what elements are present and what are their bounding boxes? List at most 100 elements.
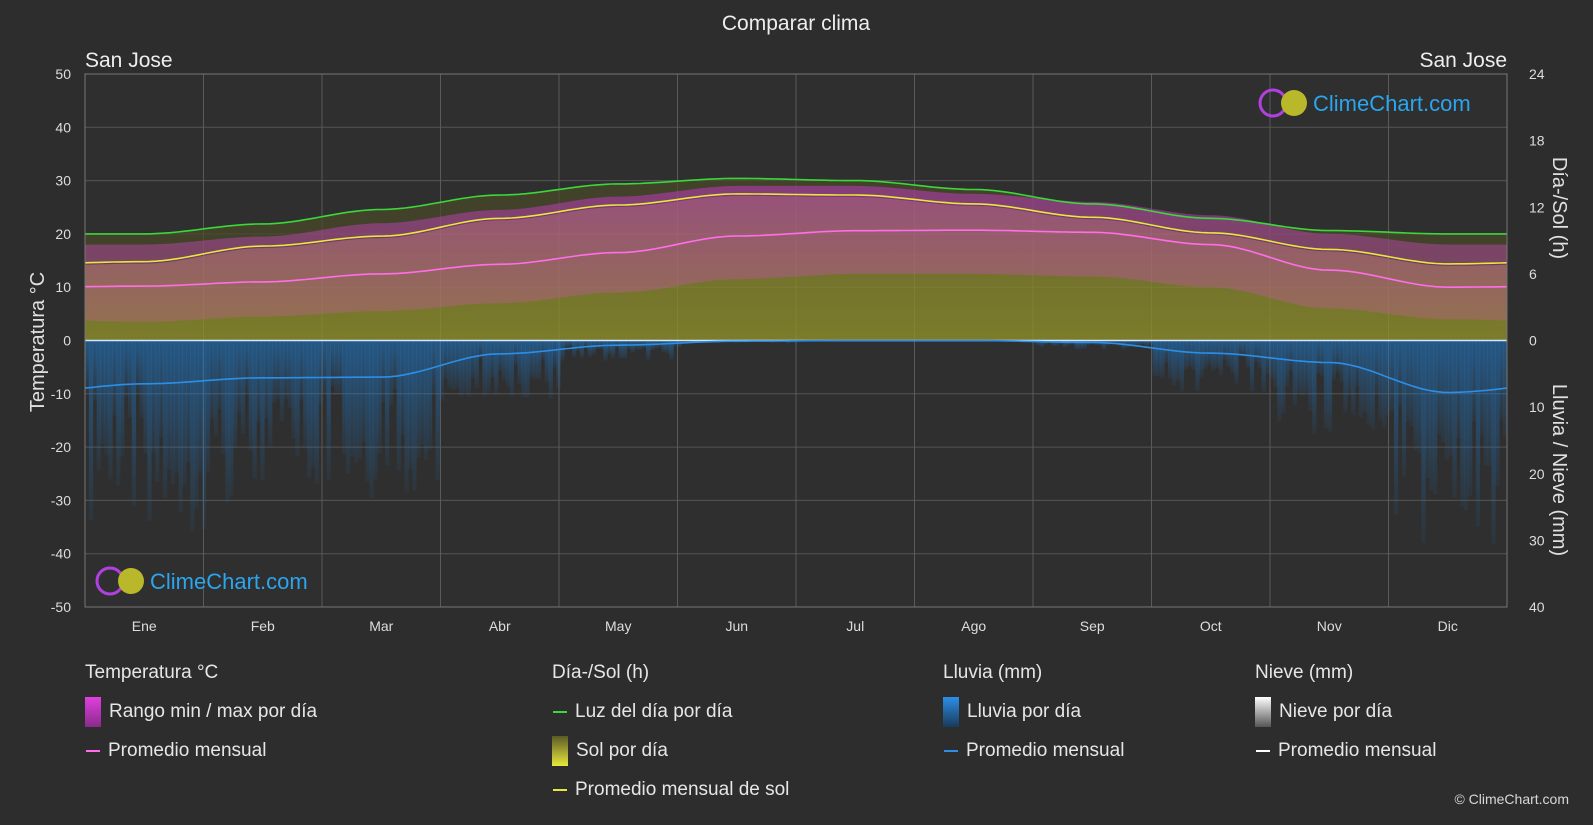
- rain-day-bar: [287, 340, 292, 408]
- rain-day-bar: [595, 340, 600, 349]
- watermark-logo-bottom: ClimeChart.com: [95, 566, 308, 596]
- rain-day-bar: [1175, 340, 1181, 381]
- rain-day-bar: [618, 340, 624, 359]
- rain-day-bar: [575, 340, 581, 351]
- rain-day-bar: [388, 340, 394, 407]
- legend-item-temp-range: Rango min / max por día: [85, 692, 317, 731]
- watermark-text-bottom: ClimeChart.com: [150, 569, 308, 594]
- rain-day-bar: [252, 340, 257, 479]
- rain-day-bar: [548, 340, 553, 399]
- rain-day-bar: [1210, 340, 1216, 371]
- rain-day-bar: [1195, 340, 1200, 392]
- rain-day-bar: [174, 340, 179, 473]
- rain-day-bar: [1214, 340, 1220, 369]
- rain-day-bar: [381, 340, 386, 403]
- legend-label: Rango min / max por día: [109, 700, 318, 722]
- rain-day-bar: [279, 340, 285, 422]
- left-axis-label: Temperatura °C: [27, 272, 49, 412]
- rain-day-bar: [1413, 340, 1418, 451]
- month-label: Nov: [1317, 618, 1342, 634]
- rain-day-bar: [1483, 340, 1488, 466]
- month-label: Sep: [1080, 618, 1105, 634]
- rain-day-bar: [497, 340, 503, 372]
- rain-day-bar: [1039, 340, 1044, 348]
- rain-day-bar: [564, 340, 569, 348]
- legend-label: Promedio mensual de sol: [575, 778, 790, 800]
- rain-day-bar: [100, 340, 105, 445]
- rain-day-bar: [353, 340, 359, 464]
- rain-day-bar: [501, 340, 507, 381]
- rain-day-bar: [1394, 340, 1399, 515]
- rain-day-bar: [307, 340, 312, 478]
- rain-day-bar: [1183, 340, 1188, 370]
- rain-day-bar: [194, 340, 199, 509]
- left-tick-label: 40: [55, 119, 71, 135]
- rain-day-bar: [338, 340, 343, 394]
- rain-day-bar: [264, 340, 269, 420]
- rain-day-bar: [1323, 340, 1329, 429]
- rain-day-bar: [1460, 340, 1465, 507]
- rain-day-bar: [361, 340, 366, 443]
- legend-title-sun: Día-/Sol (h): [552, 662, 650, 683]
- rain-day-bar: [486, 340, 491, 393]
- rain-day-bar: [560, 340, 565, 361]
- left-tick-label: 50: [55, 66, 71, 82]
- rain-day-bar: [794, 340, 799, 343]
- location-left: San Jose: [85, 49, 173, 72]
- rain-day-bar: [1479, 340, 1485, 436]
- right-tick-label-mm: 10: [1529, 399, 1545, 415]
- right-axis-label-bottom: Lluvia / Nieve (mm): [1548, 384, 1570, 556]
- right-axis-label-top: Día-/Sol (h): [1548, 157, 1570, 259]
- rain-day-bar: [1343, 340, 1348, 413]
- rain-day-bar: [649, 340, 655, 351]
- rain-day-bar: [630, 340, 635, 353]
- rain-day-bar: [540, 340, 546, 361]
- rain-swatch: [943, 696, 959, 727]
- rain-day-bar: [1444, 340, 1449, 461]
- temp-range-swatch: [85, 696, 101, 727]
- rain-day-bar: [392, 340, 398, 390]
- rain-day-bar: [681, 340, 686, 343]
- rain-day-bar: [1245, 340, 1251, 368]
- rain-day-bar: [92, 340, 98, 401]
- rain-day-bar: [1475, 340, 1481, 527]
- rain-day-bar: [684, 340, 690, 343]
- rain-day-bar: [536, 340, 542, 380]
- rain-day-bar: [1495, 340, 1500, 486]
- rain-day-bar: [1374, 340, 1379, 395]
- rain-day-bar: [1471, 340, 1477, 422]
- rain-day-bar: [1292, 340, 1298, 406]
- rain-day-bar: [1308, 340, 1313, 412]
- rain-day-bar: [1148, 340, 1153, 345]
- daylight-line: [85, 177, 1507, 235]
- temperature-avg-line: [84, 229, 1508, 288]
- legend-item-temp-avg: Promedio mensual: [85, 731, 317, 770]
- rain-day-bar: [1421, 340, 1426, 543]
- rain-day-bar: [1401, 340, 1407, 477]
- rain-day-bar: [1078, 340, 1083, 350]
- rain-day-bar: [404, 340, 409, 492]
- daylight-swatch: [553, 710, 567, 713]
- left-tick-label: 10: [55, 279, 71, 295]
- rain-day-bar: [186, 340, 191, 463]
- legend-label: Sol por día: [576, 739, 668, 761]
- right-tick-label-hours: 18: [1529, 133, 1545, 149]
- rain-day-bar: [521, 340, 526, 398]
- left-tick-label: -20: [51, 439, 71, 455]
- rain-day-bar: [1370, 340, 1375, 430]
- rain-day-bar: [135, 340, 140, 394]
- rain-day-bar: [1397, 340, 1403, 407]
- rain-day-bar: [408, 340, 413, 470]
- rain-day-bar: [248, 340, 253, 451]
- right-tick-label-hours: 12: [1529, 199, 1545, 215]
- rain-day-bar: [1448, 340, 1453, 456]
- temperature-range-band: [85, 185, 1507, 322]
- rain-day-bar: [610, 340, 616, 359]
- rain-day-bar: [607, 340, 612, 355]
- sun-avg-swatch: [553, 788, 567, 791]
- rain-day-bar: [571, 340, 577, 358]
- rain-day-bar: [260, 340, 265, 481]
- legend-item-rain: Lluvia por día: [943, 692, 1124, 731]
- rain-day-bar: [116, 340, 121, 486]
- rain-day-bar: [1288, 340, 1294, 371]
